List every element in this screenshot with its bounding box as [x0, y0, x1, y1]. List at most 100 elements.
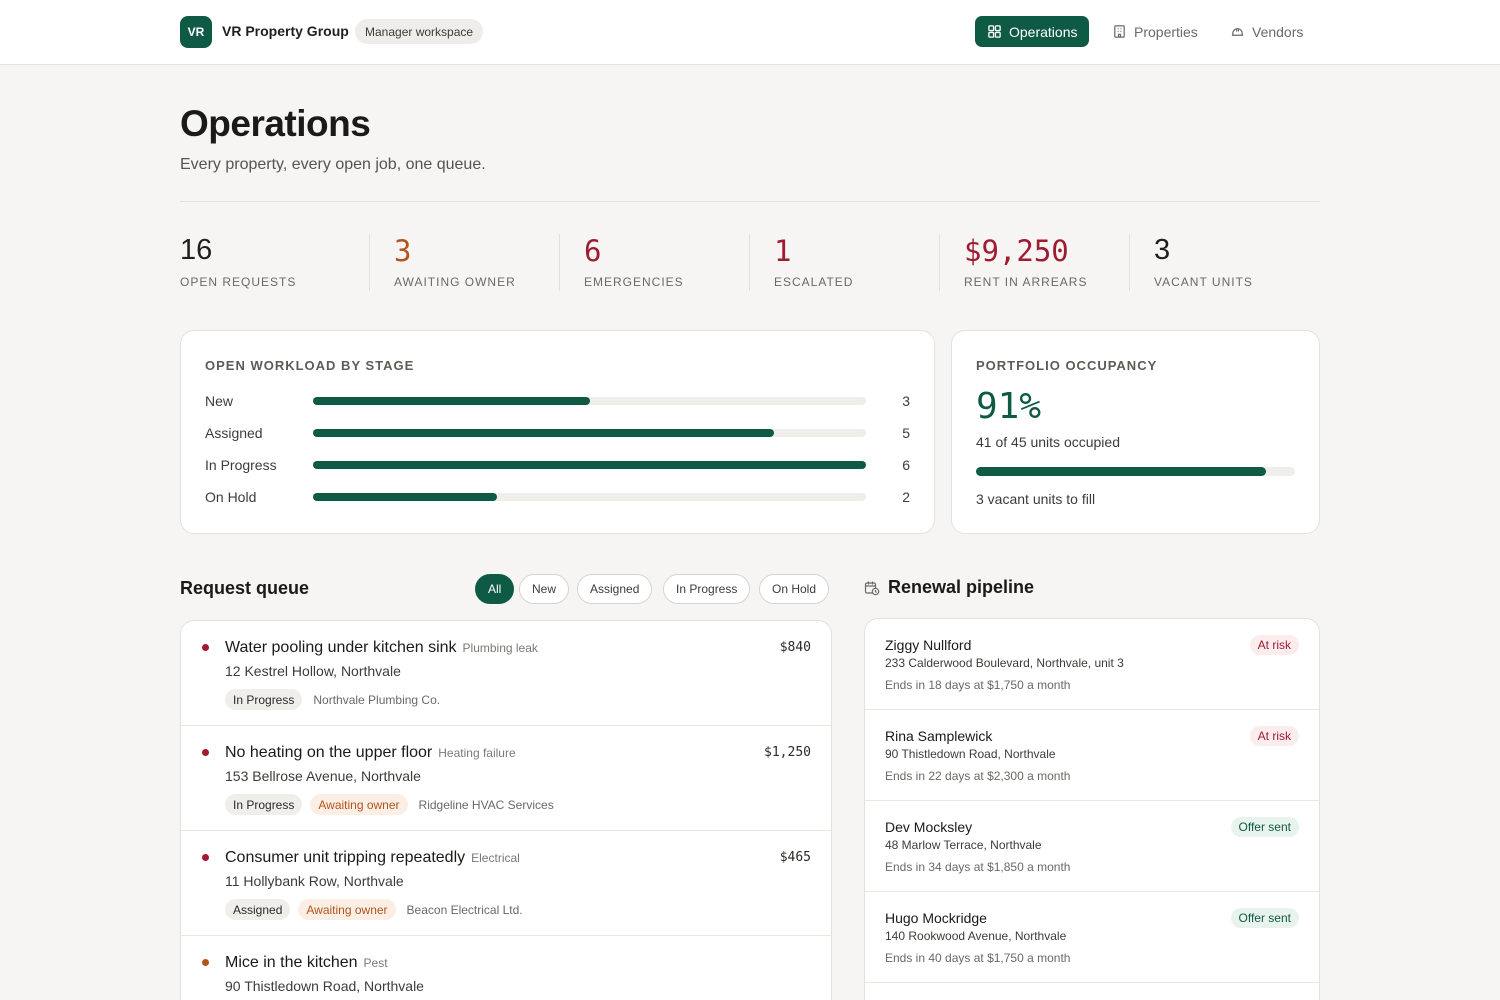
request-title-text: Water pooling under kitchen sink — [225, 639, 457, 656]
awaiting-owner-badge: Awaiting owner — [298, 899, 396, 920]
page-subtitle: Every property, every open job, one queu… — [180, 156, 486, 173]
stat-label: RENT IN ARREARS — [964, 275, 1088, 289]
request-address: 90 Thistledown Road, Northvale — [225, 978, 424, 994]
request-title: No heating on the upper floor Heating fai… — [225, 744, 516, 762]
tenant-name: Rina Samplewick — [885, 728, 993, 744]
stat-value: $9,250 — [964, 234, 1069, 268]
nav-label: Operations — [1009, 23, 1078, 40]
request-row[interactable]: Consumer unit tripping repeatedly Electri… — [181, 831, 831, 936]
request-address: 153 Bellrose Avenue, Northvale — [225, 768, 421, 784]
vendor-name: Northvale Plumbing Co. — [313, 692, 441, 707]
stage-count: 2 — [902, 489, 910, 505]
request-tags: Assigned Awaiting owner Beacon Electrica… — [225, 899, 523, 920]
renewal-row[interactable]: Ziggy Nullford 233 Calderwood Boulevard,… — [865, 619, 1319, 710]
filter-on-hold[interactable]: On Hold — [759, 574, 830, 604]
nav-operations[interactable]: Operations — [975, 16, 1090, 47]
tenant-name: Dev Mocksley — [885, 819, 973, 835]
renewal-status-badge: At risk — [1249, 726, 1299, 746]
nav-label: Vendors — [1252, 23, 1304, 40]
stage-bar-track — [313, 429, 866, 437]
request-category: Pest — [363, 956, 388, 970]
request-title-text: Consumer unit tripping repeatedly — [225, 849, 466, 866]
renewals-title: Renewal pipeline — [888, 577, 1035, 597]
top-bar: VR VR Property Group Manager workspace O… — [0, 0, 1500, 65]
request-title: Water pooling under kitchen sink Plumbing… — [225, 639, 538, 657]
brand-logo[interactable]: VR — [180, 16, 212, 48]
status-badge: Assigned — [225, 899, 291, 920]
stat-rent-arrears: $9,250 RENT IN ARREARS — [939, 234, 1129, 291]
stage-bar — [313, 397, 590, 405]
stage-count: 3 — [902, 393, 910, 409]
building-icon — [1114, 25, 1125, 38]
filter-in-progress[interactable]: In Progress — [663, 574, 751, 604]
awaiting-owner-badge: Awaiting owner — [310, 794, 408, 815]
request-row[interactable]: Mice in the kitchen Pest 90 Thistledown R… — [181, 936, 831, 1000]
filter-all[interactable]: All — [475, 574, 515, 604]
renewal-status-badge: At risk — [1249, 635, 1299, 655]
occupancy-card: PORTFOLIO OCCUPANCY 91% 41 of 45 units o… — [951, 330, 1320, 534]
stage-bar — [313, 461, 866, 469]
request-cost: $840 — [779, 640, 811, 655]
nav-vendors[interactable]: Vendors — [1218, 16, 1315, 47]
stat-value: 6 — [584, 234, 602, 268]
occupancy-title: PORTFOLIO OCCUPANCY — [976, 358, 1158, 373]
tenant-address: 233 Calderwood Boulevard, Northvale, uni… — [885, 656, 1124, 670]
request-category: Heating failure — [438, 746, 516, 760]
occupancy-note: 3 vacant units to fill — [976, 491, 1096, 507]
hardhat-icon — [1231, 28, 1244, 36]
occupancy-bar — [976, 467, 1267, 476]
vendor-name: Beacon Electrical Ltd. — [406, 902, 523, 917]
occupancy-subtitle: 41 of 45 units occupied — [976, 434, 1120, 450]
workload-title: OPEN WORKLOAD BY STAGE — [205, 358, 415, 373]
request-list: Water pooling under kitchen sink Plumbing… — [180, 620, 832, 1000]
tenant-name: Hugo Mockridge — [885, 910, 987, 926]
priority-dot — [202, 749, 209, 756]
renewal-status-badge: Offer sent — [1230, 817, 1299, 837]
renewal-row[interactable]: Rina Samplewick 90 Thistledown Road, Nor… — [865, 710, 1319, 801]
request-row[interactable]: No heating on the upper floor Heating fai… — [181, 726, 831, 831]
request-row[interactable]: Water pooling under kitchen sink Plumbing… — [181, 621, 831, 726]
stage-bar — [313, 493, 498, 501]
stat-label: ESCALATED — [774, 275, 854, 289]
lease-end: Ends in 40 days at $1,750 a month — [885, 951, 1071, 965]
renewal-list: Ziggy Nullford 233 Calderwood Boulevard,… — [864, 618, 1320, 1000]
request-category: Plumbing leak — [462, 641, 538, 655]
renewal-row[interactable]: Dev Mocksley 48 Marlow Terrace, Northval… — [865, 801, 1319, 892]
queue-title: Request queue — [180, 578, 310, 598]
calendar-clock-icon — [864, 581, 880, 596]
request-title: Consumer unit tripping repeatedly Electri… — [225, 849, 520, 867]
brand-name[interactable]: VR Property Group — [222, 23, 349, 39]
lease-end: Ends in 22 days at $2,300 a month — [885, 769, 1071, 783]
stat-emergencies: 6 EMERGENCIES — [559, 234, 749, 291]
stage-count: 6 — [902, 457, 910, 473]
status-badge: In Progress — [225, 689, 303, 710]
occupancy-percent: 91% — [976, 386, 1042, 427]
stat-value: 3 — [1154, 234, 1171, 266]
request-tags: In Progress Awaiting owner Ridgeline HVA… — [225, 794, 554, 815]
workload-card: OPEN WORKLOAD BY STAGE New 3 Assigned 5 … — [180, 330, 935, 534]
workspace-badge: Manager workspace — [355, 19, 484, 44]
nav-label: Properties — [1134, 23, 1198, 40]
lease-end: Ends in 18 days at $1,750 a month — [885, 678, 1071, 692]
stat-label: EMERGENCIES — [584, 275, 684, 289]
request-title-text: No heating on the upper floor — [225, 744, 433, 761]
stat-open-requests: 16 OPEN REQUESTS — [180, 234, 370, 291]
stage-label: In Progress — [205, 457, 277, 473]
stat-vacant-units: 3 VACANT UNITS — [1129, 234, 1320, 291]
renewal-status-badge: Offer sent — [1230, 908, 1299, 928]
stage-count: 5 — [902, 425, 910, 441]
grid-icon — [988, 25, 1001, 38]
tenant-address: 90 Thistledown Road, Northvale — [885, 747, 1056, 761]
request-address: 11 Hollybank Row, Northvale — [225, 873, 404, 889]
stat-label: OPEN REQUESTS — [180, 275, 297, 289]
stage-label: New — [205, 393, 234, 409]
filter-new[interactable]: New — [519, 574, 570, 604]
request-tags: In Progress Northvale Plumbing Co. — [225, 689, 440, 710]
tenant-name: Ziggy Nullford — [885, 637, 972, 653]
request-cost: $1,250 — [764, 745, 811, 760]
filter-assigned[interactable]: Assigned — [577, 574, 653, 604]
stat-value: 1 — [774, 234, 792, 268]
tenant-address: 140 Rookwood Avenue, Northvale — [885, 929, 1067, 943]
renewal-row[interactable]: Hugo Mockridge 140 Rookwood Avenue, Nort… — [865, 892, 1319, 983]
nav-properties[interactable]: Properties — [1100, 16, 1210, 47]
